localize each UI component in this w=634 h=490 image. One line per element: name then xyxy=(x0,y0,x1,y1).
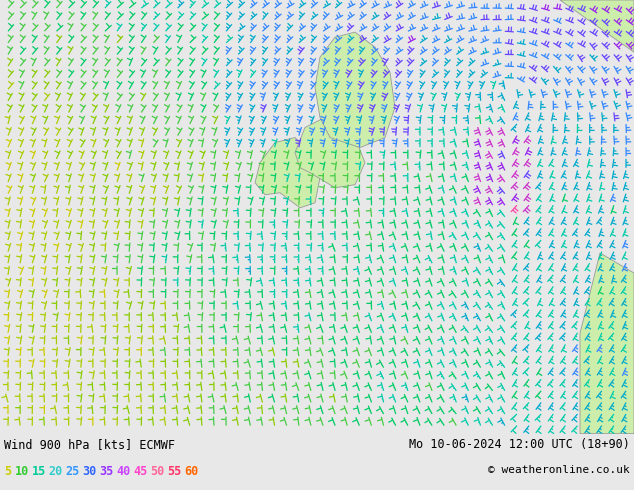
Text: 60: 60 xyxy=(184,465,198,478)
Text: 40: 40 xyxy=(117,465,131,478)
Text: 20: 20 xyxy=(48,465,63,478)
Text: 35: 35 xyxy=(100,465,113,478)
Text: 30: 30 xyxy=(82,465,97,478)
Polygon shape xyxy=(255,138,320,208)
Text: 45: 45 xyxy=(134,465,148,478)
Polygon shape xyxy=(580,253,634,434)
Text: 5: 5 xyxy=(4,465,11,478)
Text: 15: 15 xyxy=(32,465,46,478)
Polygon shape xyxy=(295,118,365,188)
Text: © weatheronline.co.uk: © weatheronline.co.uk xyxy=(488,465,630,475)
Polygon shape xyxy=(560,0,634,52)
Text: Mo 10-06-2024 12:00 UTC (18+90): Mo 10-06-2024 12:00 UTC (18+90) xyxy=(409,438,630,451)
Text: Wind 900 hPa [kts] ECMWF: Wind 900 hPa [kts] ECMWF xyxy=(4,438,175,451)
Text: 50: 50 xyxy=(150,465,165,478)
Polygon shape xyxy=(315,32,395,147)
Text: 55: 55 xyxy=(167,465,182,478)
Text: 10: 10 xyxy=(15,465,29,478)
Text: 25: 25 xyxy=(65,465,80,478)
